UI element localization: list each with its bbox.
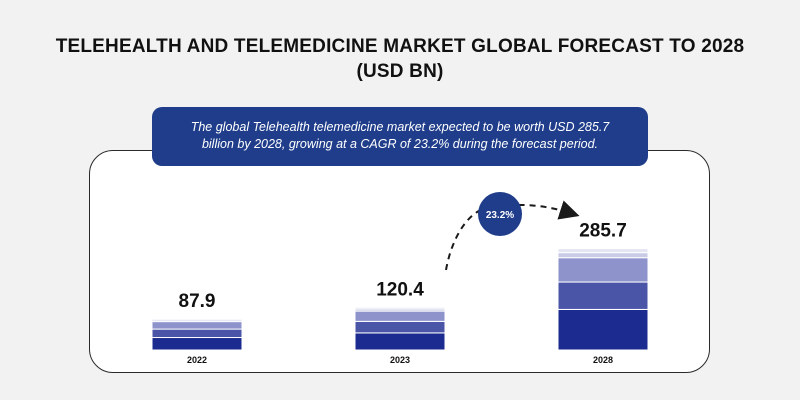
bar-segment-2023-1 <box>354 332 446 351</box>
bar-segment-2022-5 <box>151 318 243 321</box>
bar-segment-2022-2 <box>151 328 243 339</box>
bars-group <box>151 248 649 351</box>
summary-banner: The global Telehealth telemedicine marke… <box>152 107 648 166</box>
bar-segment-2028-2 <box>557 281 649 310</box>
bar-segment-2028-3 <box>557 257 649 283</box>
summary-banner-line-1: The global Telehealth telemedicine marke… <box>190 120 610 134</box>
bar-segment-2022-1 <box>151 337 243 351</box>
chart-title-line-2: (USD BN) <box>356 61 444 82</box>
x-tick-label: 2023 <box>390 355 410 365</box>
chart-title-line-1: TELEHEALTH AND TELEMEDICINE MARKET GLOBA… <box>55 36 745 57</box>
cagr-badge-label: 23.2% <box>486 210 514 221</box>
labels-group: 87.9 2022 120.4 2023 285.7 2028 <box>179 221 627 365</box>
chart-title: TELEHEALTH AND TELEMEDICINE MARKET GLOBA… <box>0 34 800 84</box>
summary-banner-line-2: billion by 2028, growing at a CAGR of 23… <box>201 137 599 151</box>
bar-segment-2028-5 <box>557 248 649 254</box>
bar-segment-2022-3 <box>151 321 243 330</box>
bar-value-label: 285.7 <box>579 221 627 242</box>
x-tick-label: 2028 <box>593 355 613 365</box>
cagr-badge <box>478 192 522 236</box>
bar-value-label: 87.9 <box>179 291 216 312</box>
x-tick-label: 2022 <box>187 355 207 365</box>
bar-value-label: 120.4 <box>376 279 424 300</box>
bar-segment-2028-1 <box>557 308 649 351</box>
bar-segment-2023-2 <box>354 320 446 334</box>
bar-segment-2023-5 <box>354 306 446 310</box>
bar-segment-2028-4 <box>557 252 649 259</box>
bar-segment-2023-3 <box>354 310 446 322</box>
